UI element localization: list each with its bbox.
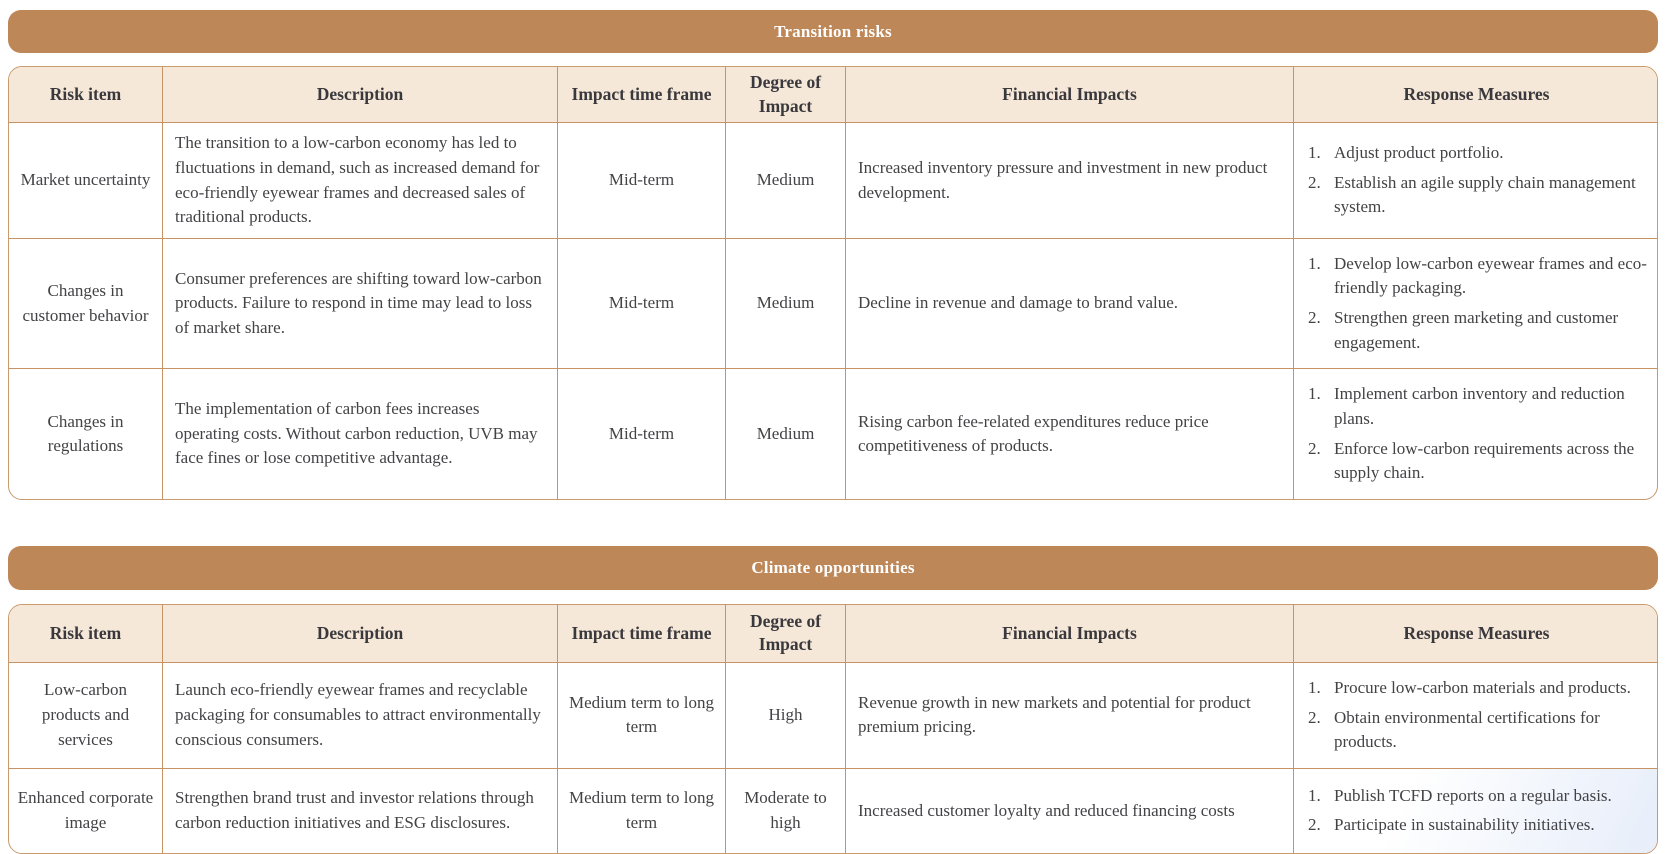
column-header-response-measures: Response Measures bbox=[1294, 67, 1657, 124]
response-item-text: Publish TCFD reports on a regular basis. bbox=[1334, 785, 1612, 805]
degree-cell: Medium bbox=[726, 238, 846, 370]
response-item-text: Adjust product portfolio. bbox=[1334, 143, 1504, 163]
column-header-impact-time-frame: Impact time frame bbox=[558, 604, 726, 663]
table-row-changes-in-customer-behavior: Changes in customer behavior Consumer pr… bbox=[9, 238, 1657, 370]
response-item: 2. Strengthen green marketing and custom… bbox=[1308, 306, 1649, 355]
time-frame-cell: Mid-term bbox=[558, 123, 726, 239]
response-item-number: 2. bbox=[1308, 438, 1321, 458]
column-header-degree-of-impact: Degree of Impact bbox=[726, 604, 846, 663]
response-item-text: Enforce low-carbon requirements across t… bbox=[1334, 438, 1635, 483]
response-item-text: Participate in sustainability initiative… bbox=[1334, 815, 1595, 835]
column-header-description: Description bbox=[163, 604, 558, 663]
risk-item-cell: Changes in customer behavior bbox=[9, 238, 163, 370]
financial-impacts-cell: Increased inventory pressure and investm… bbox=[846, 123, 1294, 239]
table-header-row: Risk item Description Impact time frame … bbox=[9, 67, 1657, 124]
column-header-financial-impacts: Financial Impacts bbox=[846, 67, 1294, 124]
description-cell: Strengthen brand trust and investor rela… bbox=[163, 768, 558, 853]
response-item: 1. Develop low-carbon eyewear frames and… bbox=[1308, 252, 1649, 301]
response-measures-cell: 1. Implement carbon inventory and reduct… bbox=[1294, 369, 1657, 499]
response-item-text: Implement carbon inventory and reduction… bbox=[1334, 384, 1625, 429]
column-header-risk-item: Risk item bbox=[9, 67, 163, 124]
table-row-changes-in-regulations: Changes in regulations The implementatio… bbox=[9, 369, 1657, 499]
response-item: 1. Procure low-carbon materials and prod… bbox=[1308, 676, 1649, 701]
transition-risks-table-container: Risk item Description Impact time frame … bbox=[8, 66, 1658, 500]
response-item: 1. Implement carbon inventory and reduct… bbox=[1308, 382, 1649, 431]
response-measures-cell: 1. Adjust product portfolio. 2. Establis… bbox=[1294, 123, 1657, 239]
response-item: 2. Establish an agile supply chain manag… bbox=[1308, 171, 1649, 220]
description-cell: Consumer preferences are shifting toward… bbox=[163, 238, 558, 370]
response-item-number: 1. bbox=[1308, 677, 1321, 697]
response-item-number: 1. bbox=[1308, 785, 1321, 805]
response-measures-cell: 1. Procure low-carbon materials and prod… bbox=[1294, 663, 1657, 769]
time-frame-cell: Medium term to long term bbox=[558, 768, 726, 853]
table-row-enhanced-corporate-image: Enhanced corporate image Strengthen bran… bbox=[9, 768, 1657, 853]
degree-cell: High bbox=[726, 662, 846, 769]
column-header-description: Description bbox=[163, 67, 558, 124]
transition-risks-table: Risk item Description Impact time frame … bbox=[9, 67, 1657, 499]
response-item-number: 1. bbox=[1308, 143, 1321, 163]
description-cell: The implementation of carbon fees increa… bbox=[163, 369, 558, 499]
response-item-number: 2. bbox=[1308, 707, 1321, 727]
response-item-number: 1. bbox=[1308, 384, 1321, 404]
risk-item-cell: Changes in regulations bbox=[9, 369, 163, 499]
response-item-text: Strengthen green marketing and customer … bbox=[1334, 308, 1619, 352]
response-measures-cell: 1. Develop low-carbon eyewear frames and… bbox=[1294, 239, 1657, 370]
response-item-text: Develop low-carbon eyewear frames and ec… bbox=[1334, 253, 1647, 298]
time-frame-cell: Mid-term bbox=[558, 369, 726, 499]
degree-cell: Medium bbox=[726, 123, 846, 239]
response-item-text: Obtain environmental certifications for … bbox=[1334, 707, 1600, 752]
risk-item-cell: Market uncertainty bbox=[9, 123, 163, 239]
financial-impacts-cell: Revenue growth in new markets and potent… bbox=[846, 662, 1294, 769]
description-cell: Launch eco-friendly eyewear frames and r… bbox=[163, 662, 558, 769]
response-item-text: Procure low-carbon materials and product… bbox=[1334, 677, 1631, 697]
time-frame-cell: Medium term to long term bbox=[558, 662, 726, 769]
section-title-climate-opportunities: Climate opportunities bbox=[751, 557, 915, 577]
risk-item-cell: Enhanced corporate image bbox=[9, 768, 163, 853]
degree-cell: Moderate to high bbox=[726, 768, 846, 853]
response-item: 2. Obtain environmental certifications f… bbox=[1308, 706, 1649, 755]
response-item: 2. Enforce low-carbon requirements acros… bbox=[1308, 437, 1649, 486]
response-item-number: 2. bbox=[1308, 172, 1321, 192]
financial-impacts-cell: Increased customer loyalty and reduced f… bbox=[846, 768, 1294, 853]
section-title-transition-risks: Transition risks bbox=[774, 21, 892, 41]
response-item-number: 2. bbox=[1308, 308, 1321, 328]
risk-item-cell: Low-carbon products and services bbox=[9, 662, 163, 769]
climate-opportunities-table: Risk item Description Impact time frame … bbox=[9, 604, 1657, 853]
column-header-impact-time-frame: Impact time frame bbox=[558, 67, 726, 124]
section-banner-transition-risks: Transition risks bbox=[8, 10, 1658, 53]
table-row-market-uncertainty: Market uncertainty The transition to a l… bbox=[9, 123, 1657, 239]
column-header-response-measures: Response Measures bbox=[1294, 604, 1657, 663]
financial-impacts-cell: Rising carbon fee-related expenditures r… bbox=[846, 369, 1294, 499]
time-frame-cell: Mid-term bbox=[558, 238, 726, 370]
table-header-row: Risk item Description Impact time frame … bbox=[9, 604, 1657, 663]
section-banner-climate-opportunities: Climate opportunities bbox=[8, 545, 1658, 590]
column-header-degree-of-impact: Degree of Impact bbox=[726, 67, 846, 124]
table-row-low-carbon-products: Low-carbon products and services Launch … bbox=[9, 662, 1657, 769]
response-item: 2. Participate in sustainability initiat… bbox=[1308, 813, 1649, 838]
column-header-financial-impacts: Financial Impacts bbox=[846, 604, 1294, 663]
response-measures-cell: 1. Publish TCFD reports on a regular bas… bbox=[1294, 768, 1657, 853]
column-header-risk-item: Risk item bbox=[9, 604, 163, 663]
response-item-number: 1. bbox=[1308, 253, 1321, 273]
response-item-text: Establish an agile supply chain manageme… bbox=[1334, 172, 1636, 217]
financial-impacts-cell: Decline in revenue and damage to brand v… bbox=[846, 238, 1294, 370]
response-item-number: 2. bbox=[1308, 815, 1321, 835]
response-item: 1. Adjust product portfolio. bbox=[1308, 141, 1649, 166]
climate-opportunities-table-container: Risk item Description Impact time frame … bbox=[8, 603, 1658, 854]
degree-cell: Medium bbox=[726, 369, 846, 499]
response-item: 1. Publish TCFD reports on a regular bas… bbox=[1308, 784, 1649, 809]
description-cell: The transition to a low-carbon economy h… bbox=[163, 123, 558, 239]
